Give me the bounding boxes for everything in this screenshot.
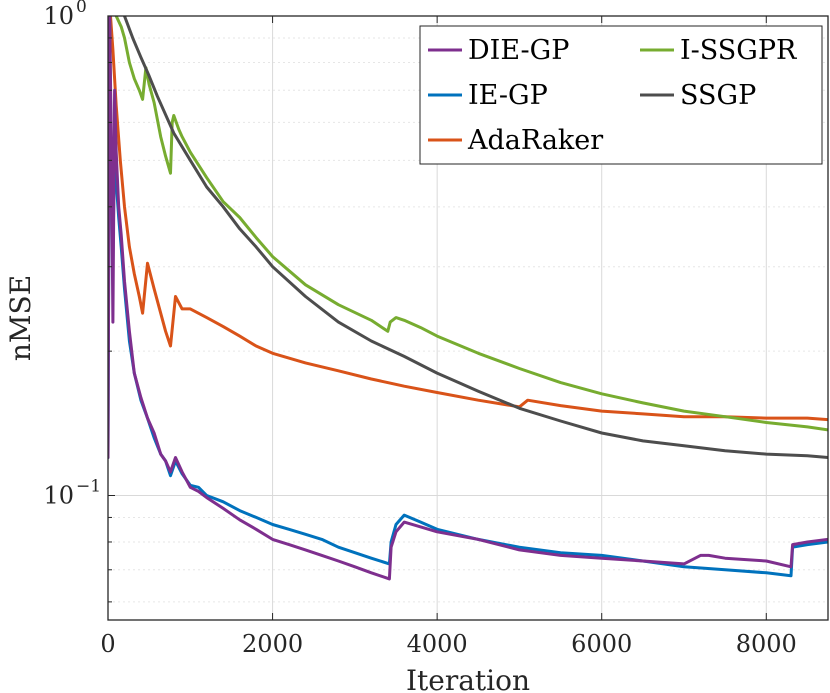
- legend-label-ie-gp: IE-GP: [468, 80, 548, 111]
- legend-box: [419, 25, 823, 165]
- series-line-ssgp: [123, 16, 828, 459]
- series-line-die-gp: [108, 16, 828, 581]
- series-lines: [108, 16, 828, 581]
- x-tick-label: 2000: [242, 630, 303, 658]
- legend-label-ssgp: SSGP: [680, 80, 756, 111]
- x-tick-label: 0: [100, 630, 115, 658]
- legend-label-i-ssgpr: I-SSGPR: [680, 35, 797, 66]
- x-axis-label: Iteration: [406, 664, 530, 693]
- legend: DIE-GP I-SSGPR IE-GP SSGP AdaRaker: [419, 25, 823, 165]
- y-axis-label: nMSE: [4, 275, 37, 361]
- x-tick-label: 8000: [736, 630, 797, 658]
- y-tick-label: 10: [43, 2, 74, 30]
- legend-label-adaraker: AdaRaker: [467, 125, 603, 156]
- series-line-i-ssgpr: [114, 16, 828, 432]
- series-line-adaraker: [108, 16, 828, 422]
- legend-label-die-gp: DIE-GP: [468, 35, 569, 66]
- x-tick-label: 4000: [407, 630, 468, 658]
- x-tick-label: 6000: [571, 630, 632, 658]
- y-tick-label: 10: [43, 482, 74, 510]
- y-tick-label-exponent: −1: [76, 477, 101, 497]
- y-tick-label-exponent: 0: [76, 0, 87, 17]
- plot-frame: [107, 15, 829, 621]
